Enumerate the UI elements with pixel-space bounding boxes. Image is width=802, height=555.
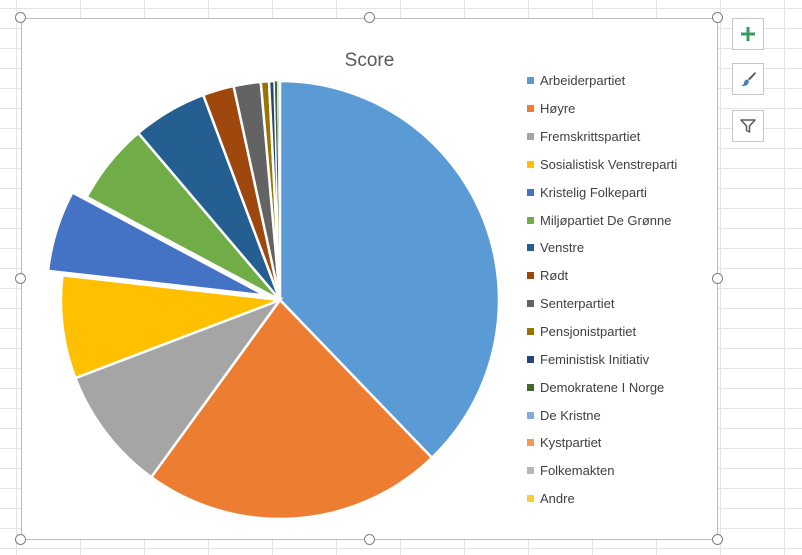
legend-label: Venstre <box>540 240 585 256</box>
legend-item-pensjonistpartiet[interactable]: Pensjonistpartiet <box>527 318 677 346</box>
legend-swatch <box>527 133 534 141</box>
resize-handle-bottom-center[interactable] <box>364 534 375 545</box>
legend-label: De Kristne <box>540 407 601 423</box>
legend-label: Miljøpartiet De Grønne <box>540 212 672 228</box>
funnel-icon <box>740 119 756 133</box>
resize-handle-middle-left[interactable] <box>15 273 26 284</box>
legend-item-de-kristne[interactable]: De Kristne <box>527 401 677 429</box>
legend-item-sosialistisk-venstreparti[interactable]: Sosialistisk Venstreparti <box>527 151 677 179</box>
legend-swatch <box>527 105 534 113</box>
legend-item-feministisk-initiativ[interactable]: Feministisk Initiativ <box>527 345 677 373</box>
legend-swatch <box>527 383 534 391</box>
pie-slice-sosialistisk-venstreparti[interactable] <box>59 273 281 380</box>
chart-filters-button[interactable] <box>732 110 764 142</box>
chart-area[interactable]: Score Arbeiderpartiet Høyre Fremskrittspar… <box>21 18 718 540</box>
legend-swatch <box>527 272 534 280</box>
plus-icon <box>741 27 755 41</box>
legend-label: Rødt <box>540 268 569 284</box>
resize-handle-top-left[interactable] <box>15 12 26 23</box>
legend-label: Pensjonistpartiet <box>540 324 637 340</box>
legend-swatch <box>527 495 534 503</box>
resize-handle-top-right[interactable] <box>712 12 723 23</box>
legend-label: Arbeiderpartiet <box>540 73 626 89</box>
legend-item-arbeiderpartiet[interactable]: Arbeiderpartiet <box>527 67 677 95</box>
legend-swatch <box>527 188 534 196</box>
legend-swatch <box>527 160 534 168</box>
legend-label: Feministisk Initiativ <box>540 351 650 367</box>
legend-label: Kystpartiet <box>540 435 602 451</box>
legend-item-venstre[interactable]: Venstre <box>527 234 677 262</box>
legend-label: Fremskrittspartiet <box>540 129 641 145</box>
legend-swatch <box>527 328 534 336</box>
pie-chart[interactable] <box>22 19 717 539</box>
legend-label: Sosialistisk Venstreparti <box>540 156 678 172</box>
pie-slice-kristelig-folkeparti[interactable] <box>46 190 267 297</box>
legend-item-miljopartiet-de-gronne[interactable]: Miljøpartiet De Grønne <box>527 206 677 234</box>
resize-handle-top-center[interactable] <box>364 12 375 23</box>
legend-label: Kristelig Folkeparti <box>540 184 647 200</box>
legend-item-rodt[interactable]: Rødt <box>527 262 677 290</box>
legend-swatch <box>527 439 534 447</box>
legend-swatch <box>527 411 534 419</box>
legend-item-senterpartiet[interactable]: Senterpartiet <box>527 290 677 318</box>
legend-item-folkemakten[interactable]: Folkemakten <box>527 457 677 485</box>
legend-item-fremskrittspartiet[interactable]: Fremskrittspartiet <box>527 123 677 151</box>
pie-slice-arbeiderpartiet[interactable] <box>278 79 501 460</box>
chart-title[interactable]: Score <box>344 50 395 71</box>
legend-swatch <box>527 244 534 252</box>
legend-label: Demokratene I Norge <box>540 379 665 395</box>
chart-elements-button[interactable] <box>732 18 764 50</box>
legend-item-kystpartiet[interactable]: Kystpartiet <box>527 429 677 457</box>
legend-label: Andre <box>540 491 575 507</box>
legend-label: Senterpartiet <box>540 296 615 312</box>
legend-swatch <box>527 300 534 308</box>
pie-slice-hoyre[interactable] <box>149 298 434 521</box>
legend-item-kristelig-folkeparti[interactable]: Kristelig Folkeparti <box>527 178 677 206</box>
legend-item-hoyre[interactable]: Høyre <box>527 95 677 123</box>
legend[interactable]: Arbeiderpartiet Høyre Fremskrittspartiet So… <box>527 67 677 513</box>
resize-handle-bottom-right[interactable] <box>712 534 723 545</box>
legend-label: Høyre <box>540 101 576 117</box>
resize-handle-bottom-left[interactable] <box>15 534 26 545</box>
chart-styles-button[interactable] <box>732 63 764 95</box>
legend-item-demokratene-i-norge[interactable]: Demokratene I Norge <box>527 373 677 401</box>
legend-swatch <box>527 355 534 363</box>
legend-swatch <box>527 467 534 475</box>
resize-handle-middle-right[interactable] <box>712 273 723 284</box>
legend-swatch <box>527 77 534 85</box>
pie-slice-fremskrittspartiet[interactable] <box>73 297 284 479</box>
legend-swatch <box>527 216 534 224</box>
paintbrush-icon <box>741 72 756 87</box>
legend-label: Folkemakten <box>540 463 615 479</box>
legend-item-andre[interactable]: Andre <box>527 485 677 513</box>
